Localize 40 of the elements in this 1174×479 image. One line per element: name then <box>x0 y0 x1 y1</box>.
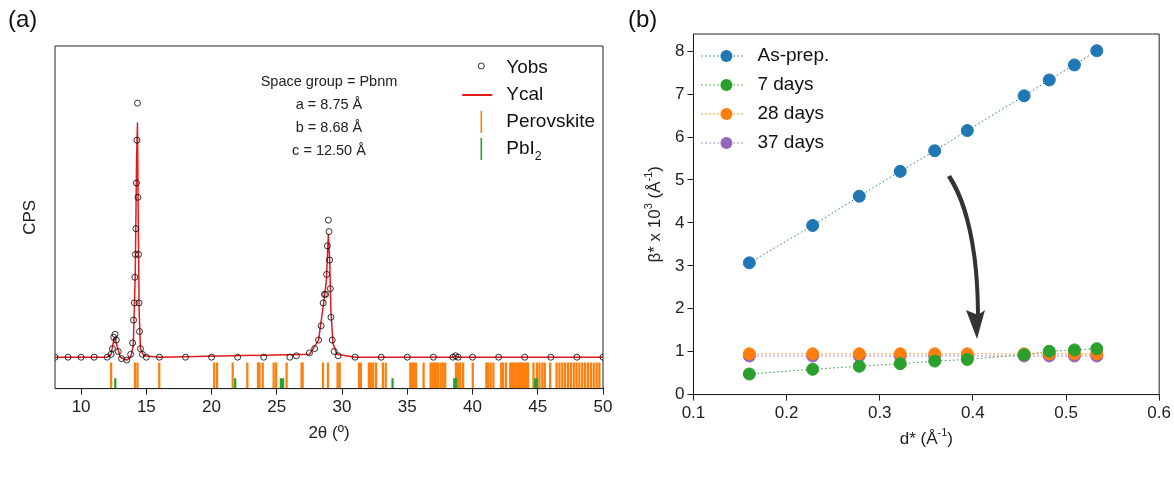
y-tick-label: 7 <box>674 83 685 103</box>
y-tick-label: 3 <box>674 255 685 275</box>
y-tick-label: 6 <box>674 126 685 146</box>
x-tick-label: 40 <box>463 397 482 417</box>
legend-label: As-prep. <box>757 44 830 66</box>
y-tick-label: 2 <box>674 298 685 318</box>
x-tick-label: 0.6 <box>1147 403 1171 423</box>
y-axis-title: β* x 103 (Å-1) <box>642 165 665 263</box>
annotation: c = 12.50 Å <box>292 142 367 158</box>
y-tick-label: 5 <box>674 169 685 189</box>
y-tick-label: 8 <box>674 40 685 60</box>
x-tick-label: 25 <box>267 397 287 417</box>
legend-label: Ycal <box>506 83 544 105</box>
text: Space group = Pbnm <box>260 73 398 89</box>
annotation: b = 8.68 Å <box>295 119 363 135</box>
x-tick-label: 10 <box>71 397 91 417</box>
legend-label: 28 days <box>757 102 824 124</box>
x-tick-label: 20 <box>202 397 222 417</box>
x-tick-label: 0.3 <box>867 403 892 423</box>
x-tick-label: 15 <box>136 397 156 417</box>
y-tick-label: 0 <box>674 384 685 404</box>
legend-label: Yobs <box>506 56 548 78</box>
x-tick-label: 0.5 <box>1054 403 1078 423</box>
y-axis-title: CPS <box>19 199 39 235</box>
x-tick-label: 0.2 <box>774 403 799 423</box>
legend-label: Perovskite <box>506 110 595 132</box>
y-tick-label: 4 <box>674 212 685 232</box>
x-tick-label: 45 <box>528 397 548 417</box>
chart-title: (b) <box>628 4 658 32</box>
x-tick-label: 35 <box>397 397 417 417</box>
x-tick-label: 0.1 <box>681 403 706 423</box>
x-tick-label: 50 <box>593 397 613 417</box>
legend-label: 37 days <box>757 131 824 153</box>
x-tick-label: 0.4 <box>961 403 985 423</box>
x-axis-title: 2θ (º) <box>308 423 350 443</box>
legend-label: 7 days <box>757 73 814 95</box>
x-tick-label: 30 <box>332 397 352 417</box>
annotation: a = 8.75 Å <box>295 96 363 112</box>
y-tick-label: 1 <box>674 341 685 361</box>
chart-title: (a) <box>8 4 38 32</box>
